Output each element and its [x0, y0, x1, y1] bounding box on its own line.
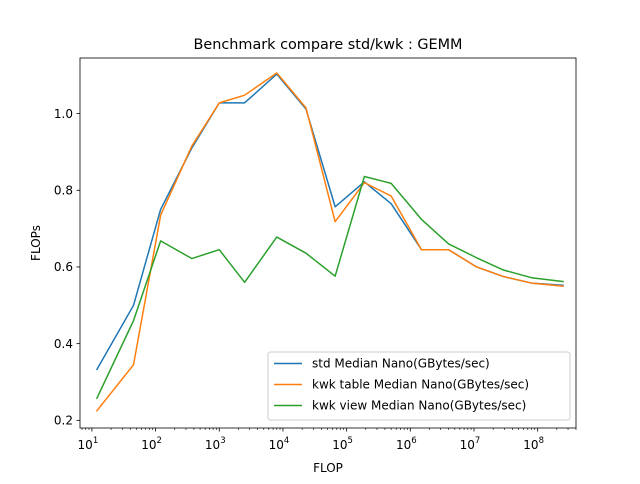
- chart-title: Benchmark compare std/kwk : GEMM: [194, 37, 463, 53]
- y-tick-label: 1.0: [54, 107, 73, 121]
- y-axis-title: FLOPs: [29, 225, 43, 261]
- x-tick-label: 108: [523, 436, 544, 452]
- series-line-3: [95, 175, 564, 400]
- legend-label-2: kwk table Median Nano(GBytes/sec): [312, 378, 529, 392]
- y-tick-label: 0.8: [54, 183, 73, 197]
- series-line-2: [95, 72, 564, 412]
- x-tick-label: 107: [460, 436, 481, 452]
- x-tick-label: 105: [332, 436, 353, 452]
- legend-label-3: kwk view Median Nano(GBytes/sec): [312, 399, 526, 413]
- x-axis-title: FLOP: [313, 461, 343, 475]
- y-tick-label: 0.4: [54, 337, 73, 351]
- x-tick-label: 106: [396, 436, 417, 452]
- y-tick-label: 0.2: [54, 414, 73, 428]
- x-tick-label: 101: [78, 436, 99, 452]
- legend: std Median Nano(GBytes/sec) kwk table Med…: [267, 351, 571, 421]
- legend-label-1: std Median Nano(GBytes/sec): [312, 357, 490, 371]
- y-tick-label: 0.6: [54, 260, 73, 274]
- x-tick-label: 103: [205, 436, 226, 452]
- legend-box: [267, 351, 571, 421]
- axes-frame: [79, 57, 577, 429]
- x-tick-label: 104: [269, 436, 290, 452]
- x-tick-label: 102: [141, 436, 162, 452]
- plot-area: 0.2 0.4 0.6 0.8 1.0 101 102 103 104 105 106 107 108 s…: [54, 57, 577, 452]
